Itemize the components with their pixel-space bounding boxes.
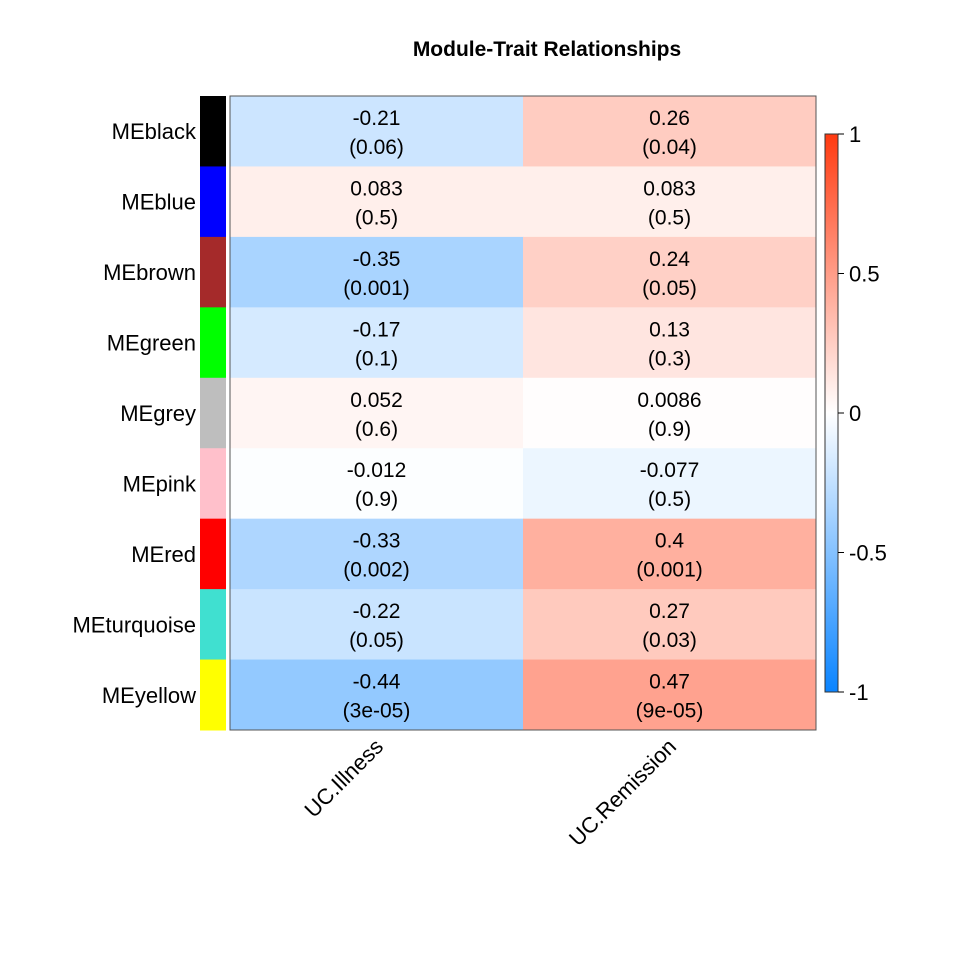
cell-correlation-label: 0.27 (649, 600, 690, 623)
module-color-swatch-meblue (200, 166, 226, 238)
cell-pvalue-label: (0.05) (642, 277, 697, 300)
cell-pvalue-label: (0.002) (343, 559, 410, 582)
heatmap-cell-mepink-uc-remission (523, 448, 817, 520)
cell-correlation-label: -0.33 (353, 530, 401, 553)
column-labels: UC.Illness UC.Remission (299, 734, 681, 851)
cell-pvalue-label: (0.03) (642, 629, 697, 652)
row-label-megrey: MEgrey (120, 401, 196, 426)
heatmap-cell-meblack-uc-remission (523, 96, 817, 167)
row-labels: MEblack MEblue MEbrown MEgreen MEgrey MEpink M… (72, 119, 197, 708)
row-label-megreen: MEgreen (107, 331, 196, 356)
heatmap-cell-mebrown-uc-remission (523, 236, 817, 308)
cell-pvalue-label: (0.6) (355, 418, 398, 441)
heatmap-cell-megrey-uc-illness (230, 377, 524, 449)
heatmap-cell-megreen-uc-illness (230, 307, 524, 379)
column-label-uc-remission: UC.Remission (564, 734, 681, 851)
cell-pvalue-label: (0.5) (648, 488, 691, 511)
cell-correlation-label: -0.22 (353, 600, 401, 623)
cell-correlation-label: -0.012 (347, 459, 407, 482)
cell-pvalue-label: (3e-05) (343, 700, 411, 723)
heatmap-cell-mepink-uc-illness (230, 448, 524, 520)
heatmap-cell-meyellow-uc-remission (523, 659, 817, 731)
cell-correlation-label: -0.44 (353, 671, 401, 694)
cell-pvalue-label: (9e-05) (636, 700, 704, 723)
legend-tick-label: 1 (849, 122, 861, 147)
heatmap-cell-meyellow-uc-illness (230, 659, 524, 731)
heatmap-cell-mebrown-uc-illness (230, 236, 524, 308)
cell-correlation-label: 0.26 (649, 107, 690, 130)
legend-tick-label: 0.5 (849, 262, 880, 287)
heatmap-cell-meblack-uc-illness (230, 96, 524, 167)
column-label-uc-illness: UC.Illness (299, 734, 388, 823)
module-color-swatch-megreen (200, 307, 226, 379)
cell-correlation-label: -0.077 (640, 459, 700, 482)
row-label-mebrown: MEbrown (103, 260, 196, 285)
cell-correlation-label: 0.0086 (637, 389, 701, 412)
module-color-swatch-meturquoise (200, 589, 226, 661)
heatmap-cell-meblue-uc-remission (523, 166, 817, 238)
chart-title: Module-Trait Relationships (413, 38, 681, 61)
color-legend: 1 0.5 0 -0.5 -1 (824, 122, 887, 705)
module-color-swatch-meblack (200, 96, 226, 167)
module-color-swatch-mered (200, 518, 226, 590)
heatmap-cell-megreen-uc-remission (523, 307, 817, 379)
row-label-mepink: MEpink (123, 471, 197, 496)
cell-pvalue-label: (0.001) (636, 559, 703, 582)
cell-pvalue-label: (0.1) (355, 347, 398, 370)
heatmap-cell-megrey-uc-remission (523, 377, 817, 449)
row-label-meblue: MEblue (121, 190, 196, 215)
cell-pvalue-label: (0.06) (349, 136, 404, 159)
cell-pvalue-label: (0.9) (355, 488, 398, 511)
heatmap-cell-mered-uc-illness (230, 518, 524, 590)
row-label-meyellow: MEyellow (102, 683, 196, 708)
row-label-meturquoise: MEturquoise (72, 612, 196, 637)
cell-pvalue-label: (0.001) (343, 277, 410, 300)
cell-pvalue-label: (0.04) (642, 136, 697, 159)
cell-correlation-label: -0.17 (353, 318, 401, 341)
module-color-bar (200, 96, 226, 731)
cell-correlation-label: 0.052 (350, 389, 403, 412)
heatmap-cell-meturquoise-uc-remission (523, 589, 817, 661)
cell-correlation-label: -0.21 (353, 107, 401, 130)
cell-pvalue-label: (0.5) (648, 206, 691, 229)
module-color-swatch-meyellow (200, 659, 226, 731)
heatmap-cell-meturquoise-uc-illness (230, 589, 524, 661)
cell-pvalue-label: (0.5) (355, 206, 398, 229)
heatmap-cells: -0.21 (0.06) 0.26 (0.04) 0.083 (0.5) 0.083 (0.5… (230, 96, 817, 731)
module-color-swatch-mepink (200, 448, 226, 520)
cell-correlation-label: 0.083 (350, 177, 403, 200)
row-label-meblack: MEblack (112, 119, 197, 144)
module-color-swatch-megrey (200, 377, 226, 449)
cell-pvalue-label: (0.05) (349, 629, 404, 652)
cell-correlation-label: -0.35 (353, 248, 401, 271)
cell-correlation-label: 0.24 (649, 248, 690, 271)
row-label-mered: MEred (131, 542, 196, 567)
heatmap-cell-meblue-uc-illness (230, 166, 524, 238)
cell-correlation-label: 0.13 (649, 318, 690, 341)
heatmap-border (229, 95, 817, 731)
legend-color-bar (824, 133, 839, 693)
cell-correlation-label: 0.4 (655, 530, 685, 553)
module-color-swatch-mebrown (200, 236, 226, 308)
cell-correlation-label: 0.083 (643, 177, 696, 200)
legend-tick-label: -1 (849, 680, 869, 705)
legend-tick-label: -0.5 (849, 541, 887, 566)
legend-tick-label: 0 (849, 401, 861, 426)
heatmap-cell-mered-uc-remission (523, 518, 817, 590)
cell-pvalue-label: (0.3) (648, 347, 691, 370)
cell-pvalue-label: (0.9) (648, 418, 691, 441)
cell-correlation-label: 0.47 (649, 671, 690, 694)
